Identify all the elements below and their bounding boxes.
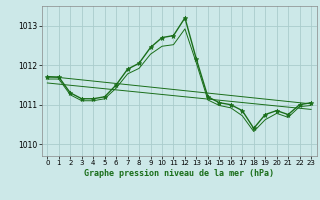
X-axis label: Graphe pression niveau de la mer (hPa): Graphe pression niveau de la mer (hPa) bbox=[84, 169, 274, 178]
